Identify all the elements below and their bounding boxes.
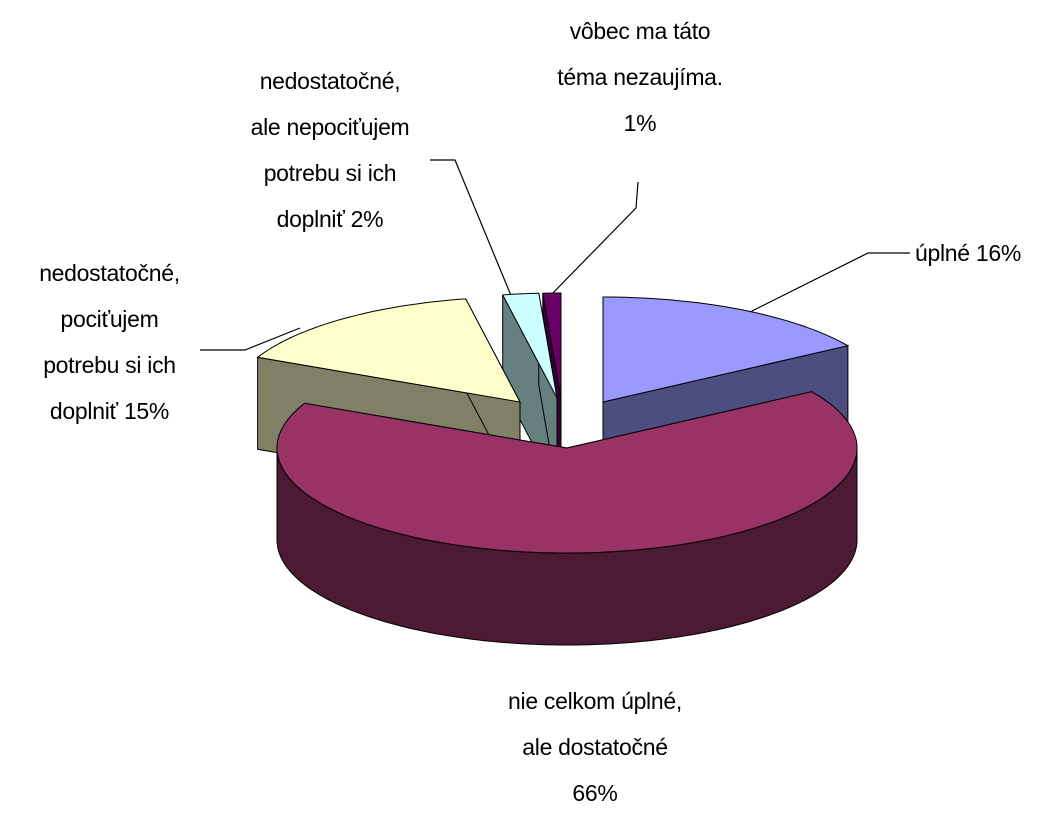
leader-line — [430, 159, 513, 299]
category-label: úplné — [915, 240, 970, 266]
leader-line — [547, 181, 639, 299]
slice — [542, 292, 562, 399]
leader-line — [200, 327, 301, 351]
data-label: úplné 16% — [915, 230, 1057, 276]
category-label: nedostatočné, pociťujem potrebu si ich d… — [39, 260, 180, 424]
slice — [256, 298, 521, 403]
category-label: vôbec ma táto téma nezaujíma. — [557, 18, 723, 90]
leader-line — [749, 252, 910, 313]
slice — [501, 292, 558, 399]
value-label: 15% — [123, 398, 170, 424]
data-label: nedostatočné, ale nepociťujem potrebu si… — [244, 58, 416, 242]
slice — [602, 296, 850, 403]
value-label: 2% — [350, 206, 384, 232]
value-label: 1% — [623, 110, 657, 136]
data-label: vôbec ma táto téma nezaujíma. 1% — [550, 8, 730, 146]
category-label: nedostatočné, ale nepociťujem potrebu si… — [250, 68, 410, 232]
data-label: nedostatočné, pociťujem potrebu si ich d… — [22, 250, 197, 434]
value-label: 66% — [572, 780, 618, 806]
slice — [276, 391, 858, 554]
data-label: nie celkom úplné, ale dostatočné 66% — [495, 678, 695, 816]
value-label: 16% — [975, 240, 1022, 266]
category-label: nie celkom úplné, ale dostatočné — [508, 688, 682, 760]
